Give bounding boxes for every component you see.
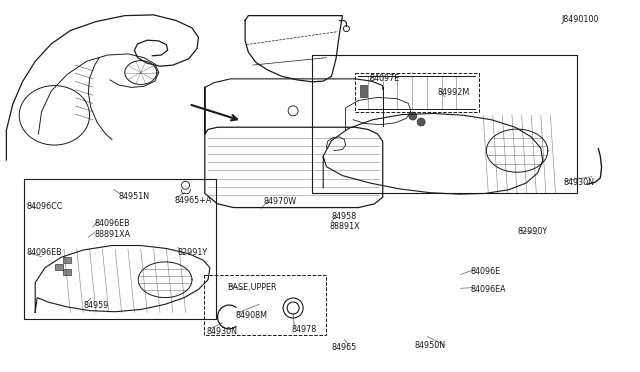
Text: 84965: 84965 [332, 343, 357, 352]
Text: 84965+A: 84965+A [174, 196, 211, 205]
Text: 88891X: 88891X [330, 222, 360, 231]
Text: 84930N: 84930N [563, 178, 594, 187]
Bar [204, 275, 326, 335]
Bar [312, 55, 577, 193]
Bar [355, 73, 479, 112]
Text: 84950N: 84950N [415, 341, 446, 350]
Text: BASE,UPPER: BASE,UPPER [227, 283, 276, 292]
Circle shape [409, 112, 417, 120]
Text: 84908M: 84908M [236, 311, 268, 320]
Bar [55, 264, 63, 270]
Text: 84951N: 84951N [118, 192, 150, 201]
Bar [63, 257, 71, 263]
Text: 84978: 84978 [291, 325, 316, 334]
Text: 84096CC: 84096CC [27, 202, 63, 211]
Text: 84096EB: 84096EB [27, 248, 63, 257]
Bar [360, 85, 367, 97]
Bar [63, 269, 71, 275]
Text: 88891XA: 88891XA [95, 230, 131, 239]
Text: 84097E: 84097E [369, 74, 399, 83]
Text: 84096EB: 84096EB [95, 219, 131, 228]
Text: 84992M: 84992M [437, 88, 469, 97]
Text: 84958: 84958 [332, 212, 356, 221]
Text: 84096EA: 84096EA [470, 285, 506, 294]
Text: 84970W: 84970W [264, 198, 297, 206]
Text: 84096E: 84096E [470, 267, 500, 276]
Text: 84930N: 84930N [207, 327, 237, 336]
Text: 82991Y: 82991Y [178, 248, 208, 257]
Bar [24, 179, 216, 319]
Text: 82990Y: 82990Y [517, 227, 547, 236]
Text: 84959: 84959 [83, 301, 109, 310]
Circle shape [417, 118, 425, 126]
Text: J8490100: J8490100 [562, 15, 599, 24]
